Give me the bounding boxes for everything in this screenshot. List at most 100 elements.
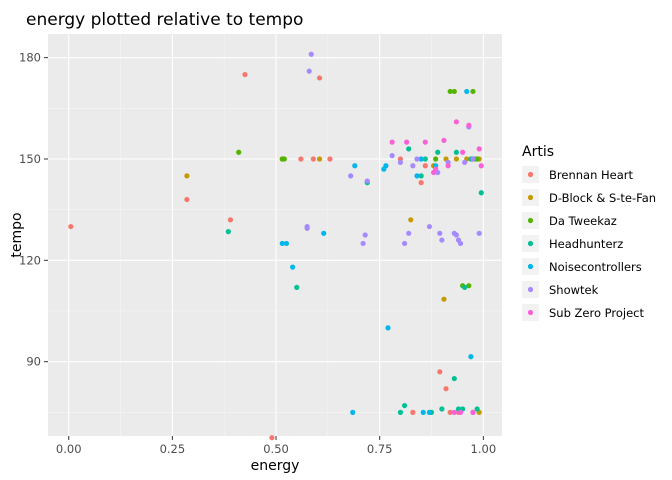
data-point: [427, 224, 432, 229]
data-point: [350, 410, 355, 415]
data-point: [479, 190, 484, 195]
data-point: [470, 89, 475, 94]
data-point: [443, 386, 448, 391]
data-point: [398, 160, 403, 165]
data-point: [462, 160, 467, 165]
data-point: [305, 226, 310, 231]
data-point: [419, 180, 424, 185]
data-point: [408, 217, 413, 222]
y-axis-title: tempo: [9, 212, 25, 257]
data-point: [361, 241, 366, 246]
y-tick-label: 150: [19, 152, 41, 166]
data-point: [423, 140, 428, 145]
data-point: [228, 217, 233, 222]
data-point: [454, 156, 459, 161]
data-point: [317, 75, 322, 80]
data-point: [290, 264, 295, 269]
data-point: [475, 406, 480, 411]
data-point: [452, 89, 457, 94]
x-axis-title: energy: [251, 458, 300, 474]
data-point: [423, 163, 428, 168]
data-point: [454, 150, 459, 155]
data-point: [348, 173, 353, 178]
data-point: [458, 410, 463, 415]
data-point: [439, 406, 444, 411]
data-point: [479, 163, 484, 168]
legend-label: Headhunterz: [549, 237, 623, 251]
legend-marker: [528, 287, 533, 292]
data-point: [452, 376, 457, 381]
legend-label: Sub Zero Project: [549, 306, 645, 320]
data-point: [410, 163, 415, 168]
x-tick-label: 0.00: [56, 442, 82, 456]
data-point: [298, 156, 303, 161]
data-point: [437, 369, 442, 374]
data-point: [226, 229, 231, 234]
data-point: [184, 173, 189, 178]
data-point: [452, 410, 457, 415]
data-point: [421, 410, 426, 415]
legend-label: D-Block & S-te-Fan: [549, 191, 656, 205]
legend-label: Showtek: [549, 283, 599, 297]
data-point: [464, 89, 469, 94]
legend-title: Artis: [522, 144, 554, 160]
data-point: [184, 197, 189, 202]
data-point: [398, 410, 403, 415]
legend-marker: [528, 264, 533, 269]
legend-marker: [528, 310, 533, 315]
data-point: [406, 146, 411, 151]
data-point: [468, 354, 473, 359]
data-point: [454, 119, 459, 124]
chart-title: energy plotted relative to tempo: [26, 10, 303, 30]
data-point: [363, 232, 368, 237]
data-point: [307, 69, 312, 74]
data-point: [433, 167, 438, 172]
data-point: [477, 231, 482, 236]
legend-label: Noisecontrollers: [549, 260, 642, 274]
y-tick-label: 90: [26, 355, 41, 369]
x-tick-label: 0.25: [160, 442, 186, 456]
data-point: [414, 156, 419, 161]
data-point: [404, 140, 409, 145]
legend-marker: [528, 241, 533, 246]
data-point: [311, 156, 316, 161]
data-point: [437, 231, 442, 236]
data-point: [390, 153, 395, 158]
data-point: [446, 163, 451, 168]
data-point: [294, 285, 299, 290]
data-point: [460, 150, 465, 155]
legend-marker: [528, 195, 533, 200]
legend-label: Brennan Heart: [549, 168, 634, 182]
data-point: [427, 410, 432, 415]
data-point: [383, 163, 388, 168]
legend-marker: [528, 172, 533, 177]
x-tick-label: 1.00: [471, 442, 497, 456]
data-point: [284, 241, 289, 246]
data-point: [317, 156, 322, 161]
data-point: [402, 241, 407, 246]
data-point: [321, 231, 326, 236]
data-point: [470, 156, 475, 161]
data-point: [365, 178, 370, 183]
y-tick-label: 180: [19, 51, 41, 65]
data-point: [68, 224, 73, 229]
data-point: [458, 241, 463, 246]
data-point: [352, 163, 357, 168]
data-point: [385, 325, 390, 330]
legend-label: Da Tweekaz: [549, 214, 617, 228]
data-point: [236, 150, 241, 155]
data-point: [390, 140, 395, 145]
data-point: [402, 403, 407, 408]
data-point: [435, 150, 440, 155]
data-point: [410, 410, 415, 415]
data-point: [269, 435, 274, 440]
data-point: [441, 138, 446, 143]
x-tick-label: 0.75: [367, 442, 393, 456]
legend-marker: [528, 218, 533, 223]
data-point: [439, 237, 444, 242]
data-point: [406, 231, 411, 236]
data-point: [462, 285, 467, 290]
data-point: [441, 297, 446, 302]
x-axis: 0.00 0.25 0.50 0.75 1.00: [56, 436, 496, 456]
data-point: [454, 232, 459, 237]
